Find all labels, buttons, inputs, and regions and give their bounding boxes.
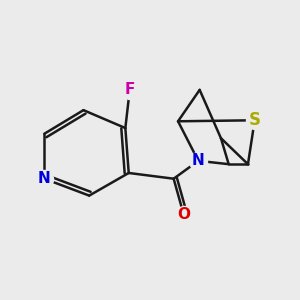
- Text: S: S: [249, 111, 261, 129]
- Text: N: N: [38, 171, 51, 186]
- Text: O: O: [177, 207, 190, 222]
- Text: F: F: [124, 82, 135, 98]
- Text: N: N: [192, 153, 205, 168]
